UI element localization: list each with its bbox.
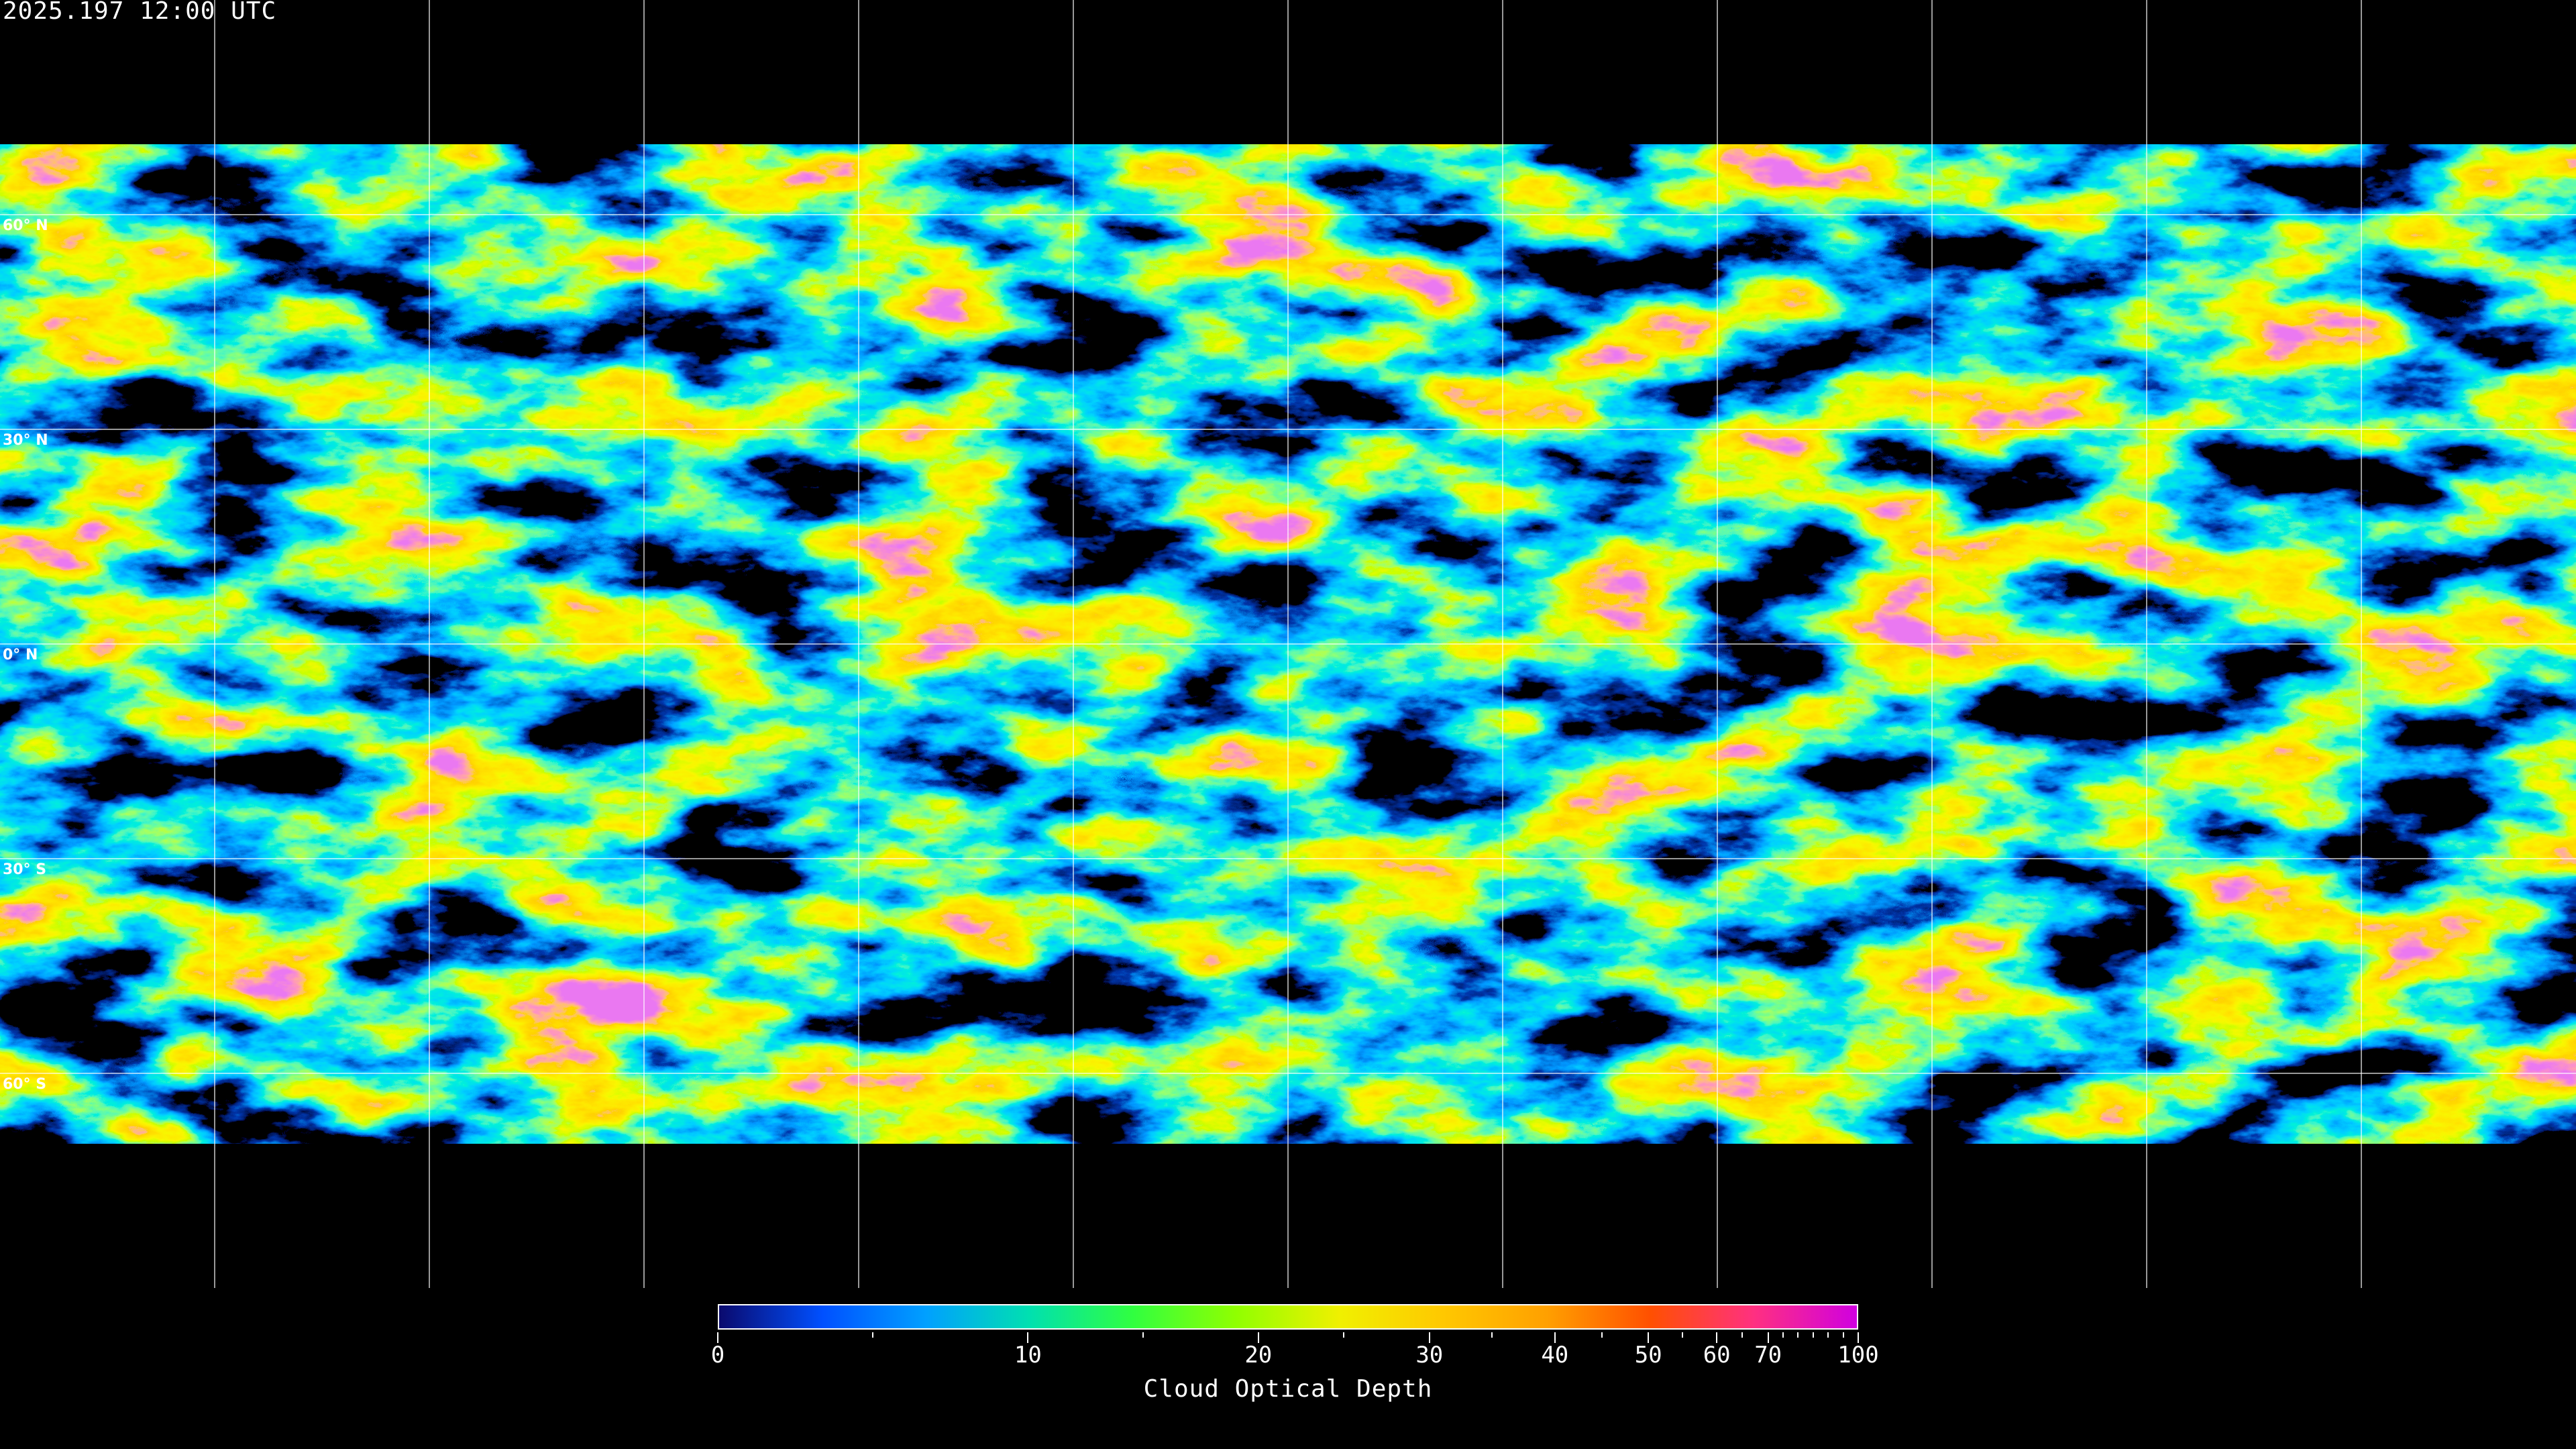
minor-tick	[1142, 1332, 1144, 1338]
timestamp-title: 2025.197 12:00 UTC	[3, 0, 277, 25]
minor-tick	[1812, 1332, 1814, 1338]
minor-tick	[1682, 1332, 1684, 1338]
major-tick	[1716, 1332, 1718, 1343]
colorbar	[718, 1304, 1858, 1330]
latitude-label: 60° S	[3, 1076, 47, 1093]
minor-tick	[1601, 1332, 1603, 1338]
major-tick	[1428, 1332, 1430, 1343]
major-tick	[1027, 1332, 1029, 1343]
latitude-label: 30° S	[3, 861, 47, 878]
colorbar-tick-label: 60	[1703, 1342, 1731, 1368]
major-tick	[1648, 1332, 1650, 1343]
cloud-optical-depth-map	[0, 0, 2576, 1288]
colorbar-tick-label: 20	[1244, 1342, 1273, 1368]
minor-tick	[1782, 1332, 1784, 1338]
major-tick	[717, 1332, 718, 1343]
minor-tick	[1343, 1332, 1345, 1338]
colorbar-title: Cloud Optical Depth	[1143, 1375, 1433, 1403]
major-tick	[1257, 1332, 1259, 1343]
latitude-label: 60° N	[3, 217, 48, 234]
colorbar-tick-label: 0	[710, 1342, 725, 1368]
minor-tick	[1491, 1332, 1493, 1338]
major-tick	[1858, 1332, 1859, 1343]
major-tick	[1767, 1332, 1769, 1343]
minor-tick	[872, 1332, 874, 1338]
minor-tick	[1827, 1332, 1829, 1338]
minor-tick	[1842, 1332, 1844, 1338]
graticule	[0, 0, 2576, 1288]
colorbar-tick-label: 30	[1415, 1342, 1444, 1368]
minor-tick	[1741, 1332, 1743, 1338]
colorbar-tick-label: 100	[1837, 1342, 1879, 1368]
colorbar-tick-label: 10	[1014, 1342, 1042, 1368]
colorbar-tick-label: 70	[1754, 1342, 1782, 1368]
colorbar-tick-label: 40	[1541, 1342, 1569, 1368]
latitude-label: 0° N	[3, 647, 38, 663]
colorbar-tick-label: 50	[1634, 1342, 1662, 1368]
major-tick	[1554, 1332, 1556, 1343]
colorbar-ticks	[717, 1332, 1859, 1352]
latitude-label: 30° N	[3, 432, 48, 449]
minor-tick	[1797, 1332, 1799, 1338]
